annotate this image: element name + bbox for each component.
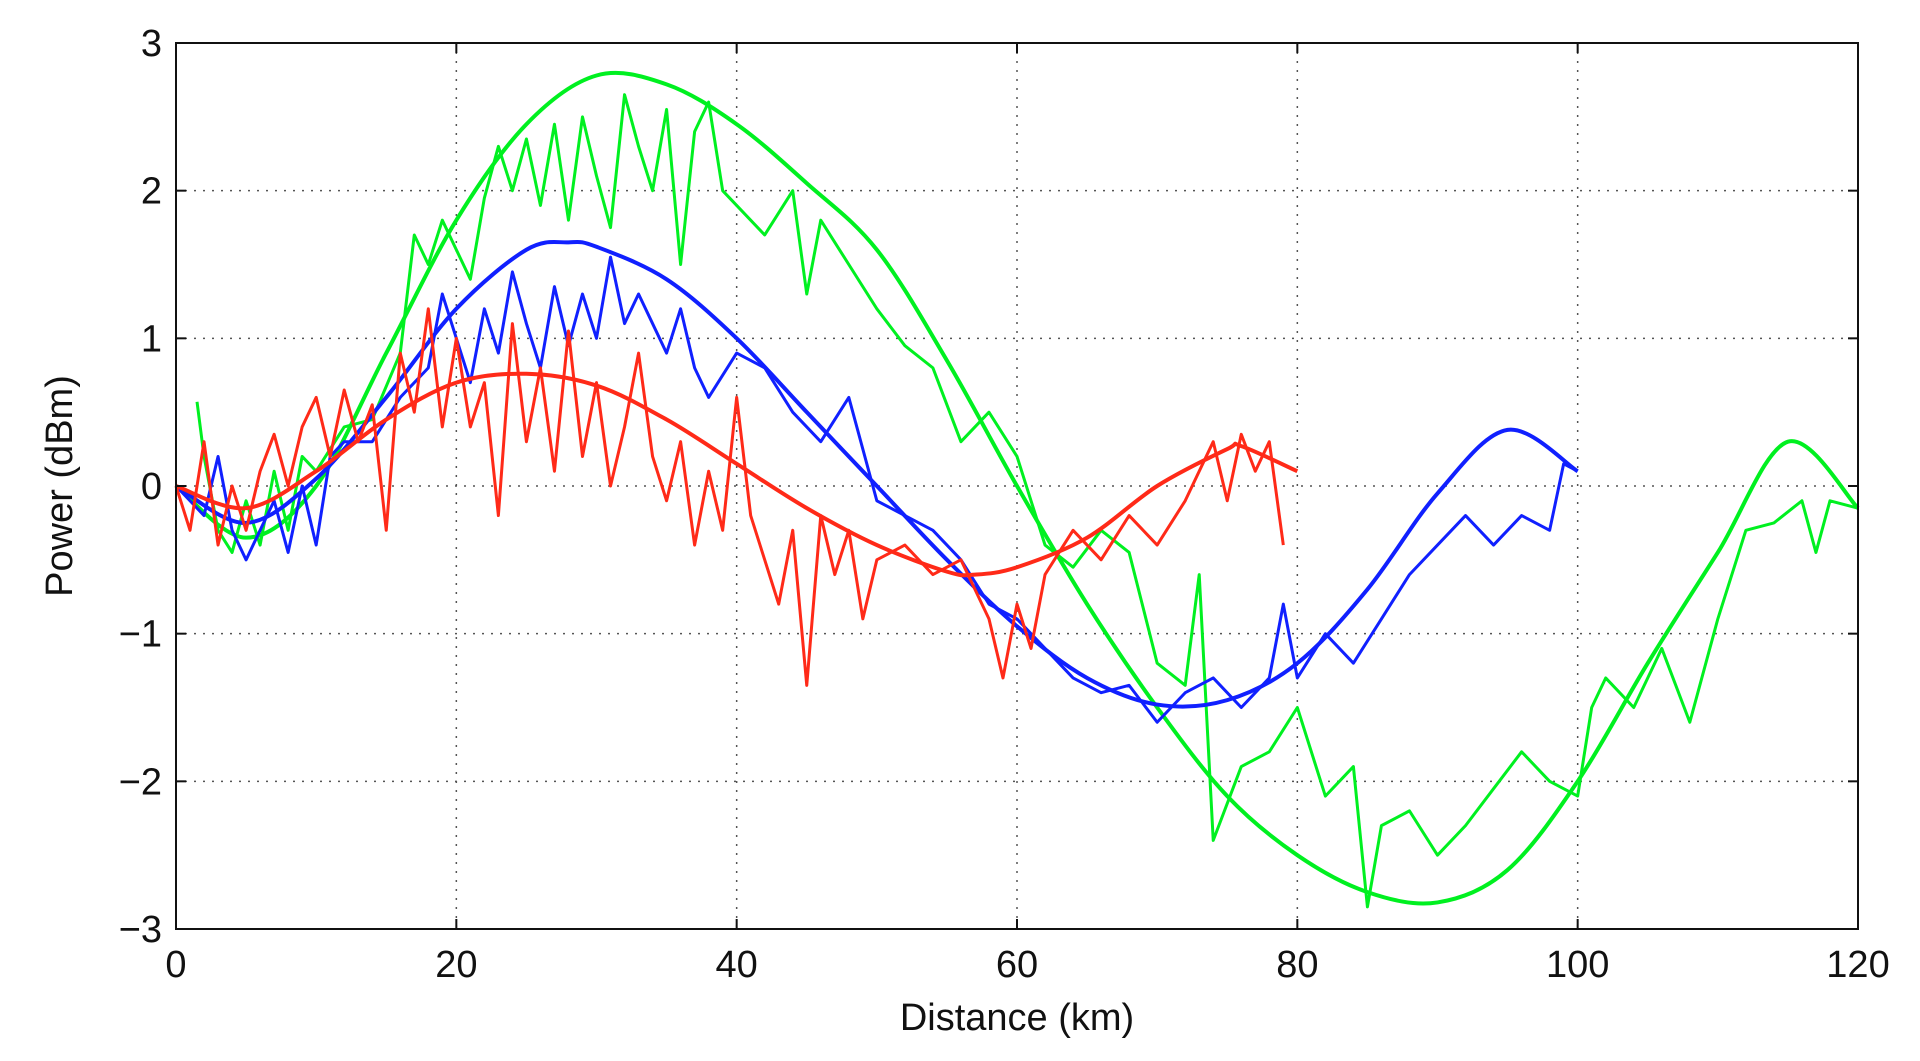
- x-tick-label: 100: [1546, 944, 1609, 986]
- y-tick-label: 1: [141, 318, 162, 360]
- x-tick-label: 60: [996, 944, 1038, 986]
- y-axis-label: Power (dBm): [39, 375, 81, 597]
- x-tick-label: 120: [1826, 944, 1889, 986]
- series-line-measured-1: [195, 93, 1859, 909]
- y-tick-label: 2: [141, 171, 162, 213]
- x-axis-label: Distance (km): [900, 997, 1134, 1039]
- series-line-smooth-0: [174, 70, 1860, 906]
- y-tick-label: 3: [141, 23, 162, 65]
- series-line-measured-3: [174, 255, 1579, 724]
- series-lines: [174, 70, 1860, 909]
- series-line-measured-5: [174, 307, 1285, 687]
- x-tick-label: 80: [1276, 944, 1318, 986]
- y-tick-label: −1: [119, 614, 162, 656]
- y-tick-label: 0: [141, 466, 162, 508]
- series-line-smooth-2: [174, 239, 1579, 709]
- y-tick-label: −3: [119, 909, 162, 951]
- y-tick-label: −2: [119, 761, 162, 803]
- ticks: 0 20 40 60 80 100 120 −3 −2 −1 0 1 2 3: [119, 23, 1890, 986]
- series-line-smooth-4: [175, 371, 1299, 578]
- x-tick-label: 40: [716, 944, 758, 986]
- x-tick-label: 0: [165, 944, 186, 986]
- x-tick-label: 20: [435, 944, 477, 986]
